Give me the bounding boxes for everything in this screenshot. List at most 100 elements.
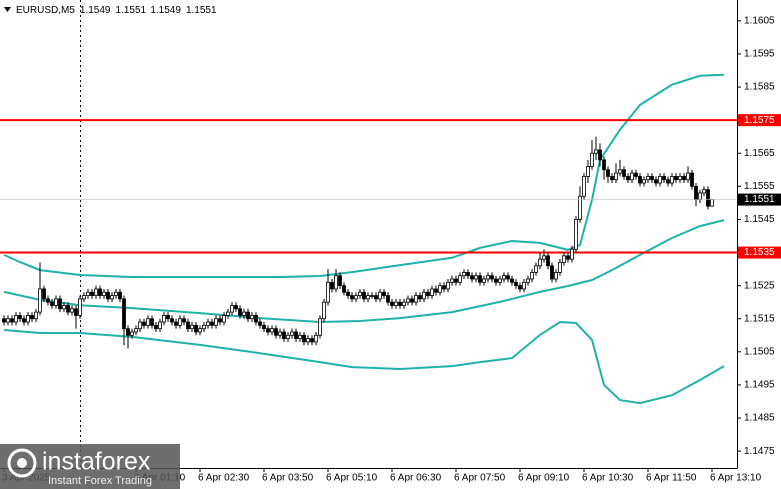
candle-body [286, 334, 290, 339]
candle-body [326, 281, 330, 303]
candle-body [6, 318, 10, 323]
candle-body [18, 315, 22, 320]
indicator-line [3, 320, 725, 405]
candle-body [282, 331, 286, 339]
y-tick-label: 1.1565 [744, 148, 775, 159]
candle-body [602, 159, 606, 171]
candle-body [202, 324, 206, 330]
candle-body [694, 185, 698, 200]
candle-body [162, 315, 166, 323]
candle-body [526, 278, 530, 283]
candle-body [542, 255, 546, 260]
candle-body [438, 285, 442, 293]
candle-body [582, 176, 586, 197]
candle-body [510, 278, 514, 283]
y-tick-label: 1.1495 [744, 380, 775, 391]
candle-body [258, 321, 262, 326]
candle-body [290, 331, 294, 336]
candle-body [114, 291, 118, 296]
last-price-label: 1.1551 [744, 194, 775, 205]
candle-body [358, 291, 362, 296]
candle-body [226, 311, 230, 316]
candle-body [386, 295, 390, 303]
candle-body [66, 305, 70, 313]
candle-body [118, 291, 122, 300]
candle-body [418, 295, 422, 300]
candle-body [466, 271, 470, 277]
candle-body [50, 301, 54, 306]
candle-body [46, 298, 50, 303]
candle-body [638, 176, 642, 184]
candle-body [490, 275, 494, 280]
level-label-box [738, 246, 781, 259]
ohlc-value: 1.1549 [150, 5, 181, 16]
candle-body [214, 318, 218, 326]
y-tick-label: 1.1595 [744, 49, 775, 60]
candle-body [222, 315, 226, 323]
candle-body [58, 298, 62, 310]
candle-body [302, 334, 306, 343]
candle-body [82, 295, 86, 300]
candle-body [314, 334, 318, 343]
candle-body [354, 295, 358, 300]
candle-body [614, 172, 618, 181]
level-label: 1.1535 [744, 247, 775, 258]
candle-body [74, 308, 78, 316]
candle-body [330, 281, 334, 290]
ohlc-value: 1.1551 [186, 5, 217, 16]
candle-body [594, 149, 598, 154]
candle-body [390, 301, 394, 306]
candle-body [606, 169, 610, 177]
candle-body [554, 271, 558, 280]
candle-body [134, 328, 138, 333]
candle-body [414, 295, 418, 303]
indicator-line [3, 73, 725, 278]
candle-body [570, 248, 574, 260]
y-tick-label: 1.1515 [744, 313, 775, 324]
candle-body [486, 275, 490, 280]
candle-body [350, 295, 354, 300]
candle-body [338, 275, 342, 287]
plot-area [0, 73, 737, 405]
candle-body [198, 328, 202, 333]
candle-body [70, 308, 74, 313]
candle-body [30, 315, 34, 320]
x-tick-label: 6 Apr 10:30 [582, 473, 634, 484]
candle-body [458, 275, 462, 283]
candle-body [546, 255, 550, 267]
candle-body [682, 176, 686, 181]
candle-body [146, 318, 150, 326]
y-tick-label: 1.1505 [744, 346, 775, 357]
candle-body [142, 321, 146, 326]
y-tick-label: 1.1545 [744, 214, 775, 225]
candle-body [674, 176, 678, 181]
candle-body [34, 311, 38, 320]
axes: 3 Apr 20256 Apr 01:106 Apr 02:306 Apr 03… [2, 15, 781, 484]
candle-body [630, 172, 634, 181]
last-price-box [738, 193, 781, 206]
candle-body [266, 328, 270, 333]
candle-body [274, 328, 278, 336]
candle-body [122, 298, 126, 330]
candle-body [242, 311, 246, 316]
candle-body [530, 271, 534, 280]
candle-body [154, 324, 158, 330]
candle-body [506, 275, 510, 280]
menu-arrow[interactable] [4, 7, 11, 12]
candle-body [634, 172, 638, 177]
candle-body [474, 275, 478, 280]
candle-body [618, 169, 622, 174]
candle-body [598, 149, 602, 161]
candle-body [534, 265, 538, 273]
candle-body [482, 278, 486, 283]
candle-body [250, 315, 254, 320]
candle-body [54, 298, 58, 306]
candle-body [446, 281, 450, 290]
x-tick-label: 6 Apr 09:10 [518, 473, 570, 484]
x-tick-label: 6 Apr 11:50 [646, 473, 697, 484]
y-tick-label: 1.1475 [744, 446, 775, 457]
candle-body [166, 315, 170, 320]
chart-title: EURUSD,M5 1.1549 1.1551 1.1549 1.1551 [16, 5, 217, 16]
candle-body [666, 179, 670, 184]
candle-body [690, 172, 694, 187]
